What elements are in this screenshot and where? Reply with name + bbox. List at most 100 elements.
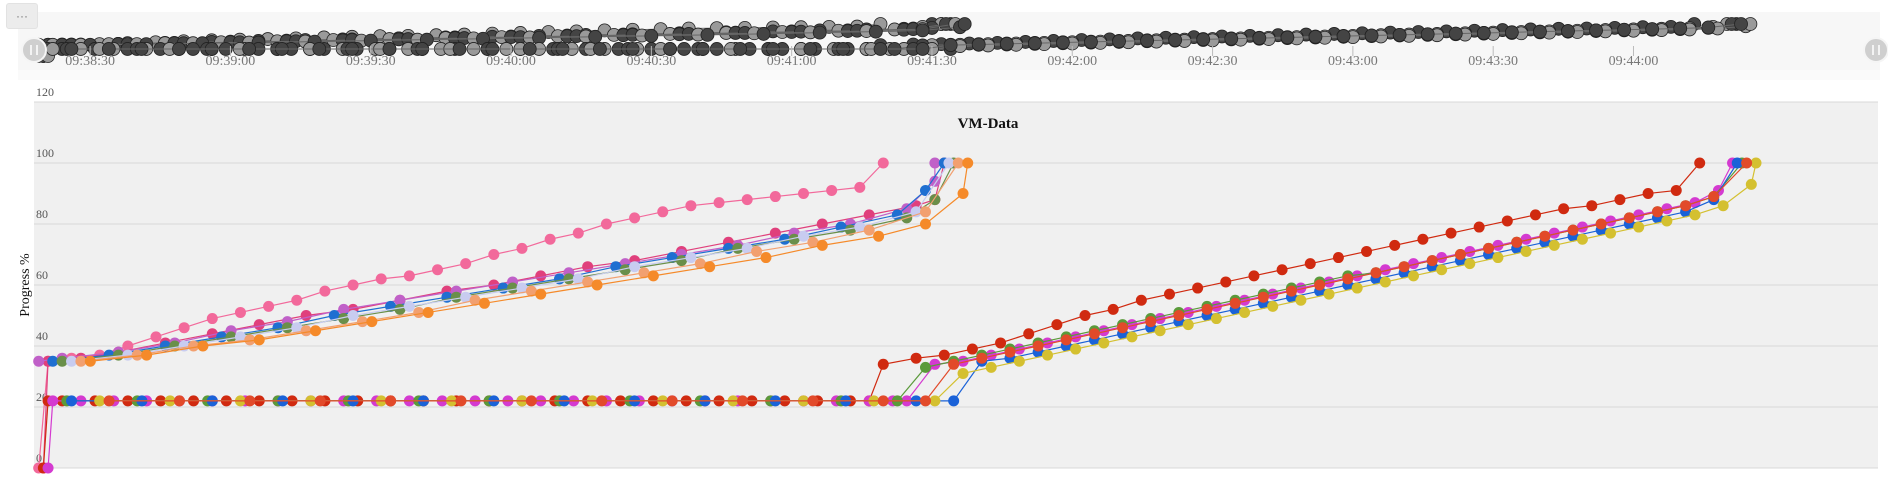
navigator-point (64, 42, 79, 56)
data-point (1182, 319, 1194, 331)
chart-title: VM-Data (958, 116, 1019, 132)
data-point (1173, 310, 1185, 321)
data-point (600, 218, 612, 230)
data-point (488, 249, 500, 260)
data-point (779, 233, 791, 245)
data-point (1741, 157, 1753, 169)
navigator-point (1533, 24, 1547, 39)
series-8 (84, 157, 974, 367)
navigator-tick-label: 09:39:00 (206, 54, 256, 69)
data-point (1417, 233, 1429, 245)
data-point (1558, 203, 1570, 215)
data-point (188, 340, 200, 352)
navigator-point (242, 42, 257, 56)
data-point (535, 288, 547, 300)
data-point (1370, 267, 1382, 279)
data-point (629, 261, 641, 273)
data-point (1605, 227, 1617, 239)
data-point (1520, 233, 1532, 245)
data-point (1520, 245, 1532, 257)
data-point (450, 291, 462, 303)
y-tick-label: 60 (36, 268, 48, 282)
series-line (90, 162, 969, 362)
data-point (798, 188, 810, 199)
data-point (1670, 184, 1682, 196)
data-point (920, 206, 932, 218)
data-point (610, 261, 622, 273)
data-point (66, 395, 78, 407)
data-point (1661, 203, 1673, 215)
data-point (920, 218, 932, 230)
data-point (338, 303, 350, 315)
data-point (75, 355, 87, 367)
data-point (957, 188, 969, 199)
data-point (629, 212, 641, 224)
data-point (1041, 349, 1053, 361)
data-point (1511, 236, 1523, 248)
data-point (816, 218, 828, 230)
data-point (1201, 303, 1213, 315)
data-point (1708, 191, 1720, 203)
data-point (948, 395, 960, 407)
navigator-point (452, 42, 467, 56)
data-point (1548, 239, 1560, 251)
data-point (1567, 224, 1579, 236)
data-point (314, 395, 326, 407)
data-point (1285, 285, 1297, 297)
data-point (596, 395, 608, 407)
data-point (966, 343, 978, 355)
data-point (1492, 239, 1504, 251)
y-axis-label: Progress % (18, 253, 33, 317)
data-point (460, 291, 472, 303)
data-point (920, 184, 932, 196)
navigator-tick-label: 09:43:30 (1468, 54, 1518, 69)
data-point (1595, 218, 1607, 230)
navigator-tick-label: 09:41:30 (907, 54, 957, 69)
navigator-point (312, 42, 327, 56)
data-point (1163, 288, 1175, 300)
navigator-point (1112, 34, 1126, 49)
data-point (1004, 346, 1016, 358)
data-point (741, 242, 753, 254)
data-point (920, 395, 932, 407)
data-point (356, 316, 368, 328)
data-point (1257, 291, 1269, 303)
data-point (197, 340, 209, 352)
data-point (1379, 276, 1391, 288)
data-point (1633, 209, 1645, 221)
data-point (1642, 188, 1654, 199)
data-point (1098, 337, 1110, 349)
data-point (1267, 300, 1279, 312)
navigator-point (1027, 36, 1042, 51)
data-point (366, 316, 378, 328)
navigator-point (803, 42, 818, 56)
data-point (1436, 264, 1448, 276)
data-point (1623, 212, 1635, 224)
data-point (56, 355, 68, 367)
navigator-point (1476, 26, 1491, 40)
data-point (572, 273, 584, 285)
data-point (685, 252, 697, 264)
data-point (976, 352, 988, 364)
data-point (826, 184, 838, 196)
navigator-tick-label: 09:40:30 (626, 54, 676, 69)
data-point (525, 285, 537, 297)
data-point (704, 261, 716, 273)
data-point (807, 395, 819, 407)
navigator-point (1392, 27, 1407, 42)
data-point (619, 264, 631, 276)
navigator-point (1252, 31, 1267, 45)
navigator-tick-label: 09:39:30 (346, 54, 396, 69)
data-point (844, 224, 856, 236)
data-point (962, 157, 974, 169)
data-point (122, 340, 134, 352)
data-point (1501, 215, 1513, 227)
navigator-point (1056, 35, 1070, 50)
series-13 (94, 157, 1762, 407)
navigator-point (812, 25, 827, 40)
chart-menu-button[interactable]: ··· (6, 3, 38, 29)
data-point (507, 282, 519, 294)
data-point (1661, 215, 1673, 227)
data-point (1407, 270, 1419, 282)
data-point (957, 367, 969, 379)
